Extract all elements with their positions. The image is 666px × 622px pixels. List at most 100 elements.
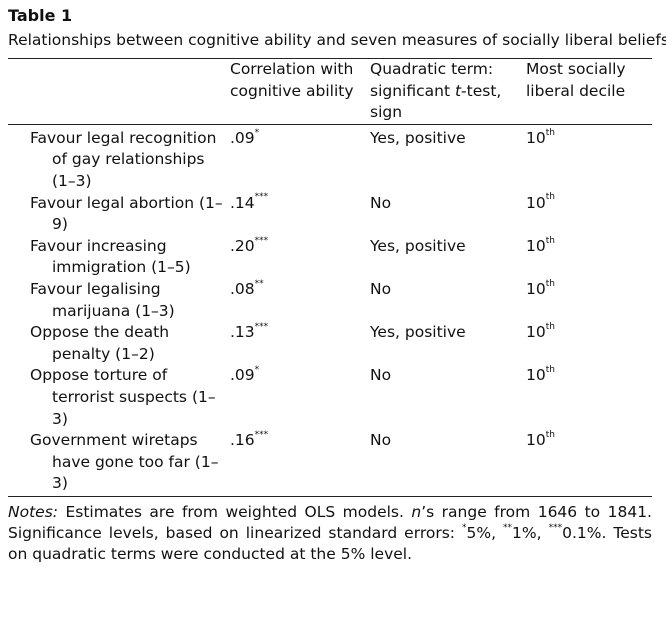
correlation-value: .14 — [230, 193, 255, 212]
header-quadratic: Quadratic term: significant t-test, sign — [370, 59, 526, 124]
header-decile: Most socially liberal decile — [526, 59, 652, 124]
notes-sig-2-text: 1%, — [512, 523, 549, 542]
decile-value: 10 — [526, 279, 546, 298]
correlation-value: .16 — [230, 431, 255, 450]
quadratic-value: No — [370, 366, 392, 385]
table-caption: Relationships between cognitive ability … — [8, 31, 666, 49]
correlation-value: .20 — [230, 236, 255, 255]
cell-quadratic: No — [370, 365, 526, 430]
cell-measure: Favour legal recognition of gay relation… — [8, 125, 230, 193]
header-quadratic-prefix: Quadratic term: significant — [370, 60, 494, 100]
decile-value: 10 — [526, 323, 546, 342]
decile-value: 10 — [526, 431, 546, 450]
header-decile-text: Most socially liberal decile — [526, 60, 626, 100]
cell-decile: 10th — [526, 279, 652, 322]
quadratic-value: Yes, positive — [370, 236, 466, 255]
significance-marker: *** — [254, 235, 269, 246]
measure-label: Favour increasing immigration (1–5) — [30, 236, 191, 277]
decile-suffix: th — [545, 321, 555, 332]
notes-text-1: Estimates are from weighted OLS models. — [58, 502, 412, 521]
cell-quadratic: Yes, positive — [370, 236, 526, 279]
cell-decile: 10th — [526, 125, 652, 193]
header-quadratic-suffix: -test, sign — [370, 81, 502, 122]
correlation-value: .08 — [230, 279, 255, 298]
notes-sig-1-text: 5%, — [466, 523, 504, 542]
cell-decile: 10th — [526, 236, 652, 279]
cell-correlation: .08** — [230, 279, 370, 322]
notes-n-italic: n — [411, 502, 422, 521]
table-figure: Table 1 Relationships between cognitive … — [8, 6, 666, 565]
cell-correlation: .09* — [230, 125, 370, 193]
quadratic-value: Yes, positive — [370, 128, 466, 147]
cell-decile: 10th — [526, 322, 652, 365]
notes-sig-2: ** — [503, 522, 513, 533]
header-quadratic-italic: t — [454, 81, 462, 100]
cell-measure: Oppose torture of terrorist suspects (1–… — [8, 365, 230, 430]
measure-label: Government wiretaps have gone too far (1… — [30, 431, 219, 493]
header-rule — [8, 123, 652, 125]
table-bottom-rule — [8, 495, 652, 497]
cell-measure: Oppose the death penalty (1–2) — [8, 322, 230, 365]
notes-sig-3: *** — [548, 522, 563, 533]
notes-text-2: ’s range from 1646 to 1841. Significance… — [8, 502, 652, 542]
decile-suffix: th — [545, 429, 555, 440]
decile-value: 10 — [526, 236, 546, 255]
measure-label: Favour legal abortion (1–9) — [30, 193, 223, 234]
decile-suffix: th — [545, 365, 555, 376]
cell-measure: Government wiretaps have gone too far (1… — [8, 430, 230, 496]
quadratic-value: No — [370, 431, 392, 450]
table-row: Government wiretaps have gone too far (1… — [8, 430, 652, 496]
cell-decile: 10th — [526, 365, 652, 430]
header-correlation: Correlation with cognitive ability — [230, 59, 370, 124]
cell-quadratic: No — [370, 193, 526, 236]
data-table-body: Favour legal recognition of gay relation… — [8, 125, 652, 496]
decile-suffix: th — [545, 127, 555, 138]
cell-correlation: .09* — [230, 365, 370, 430]
table-row: Favour legal recognition of gay relation… — [8, 125, 652, 193]
significance-marker: * — [254, 365, 260, 376]
cell-correlation: .20*** — [230, 236, 370, 279]
table-top-rule — [8, 58, 652, 59]
table-row: Oppose torture of terrorist suspects (1–… — [8, 365, 652, 430]
cell-correlation: .16*** — [230, 430, 370, 496]
table-notes: Notes: Estimates are from weighted OLS m… — [8, 502, 652, 565]
table-row: Favour increasing immigration (1–5) .20**… — [8, 236, 652, 279]
data-table: Correlation with cognitive ability Quadr… — [8, 59, 652, 124]
cell-measure: Favour legal abortion (1–9) — [8, 193, 230, 236]
decile-value: 10 — [526, 366, 546, 385]
correlation-value: .09 — [230, 366, 255, 385]
measure-label: Oppose torture of terrorist suspects (1–… — [30, 366, 216, 428]
cell-quadratic: Yes, positive — [370, 322, 526, 365]
measure-label: Oppose the death penalty (1–2) — [30, 323, 170, 363]
correlation-value: .09 — [230, 128, 255, 147]
notes-label: Notes: — [8, 502, 58, 521]
cell-quadratic: No — [370, 430, 526, 496]
correlation-value: .13 — [230, 323, 255, 342]
table-label: Table 1 — [8, 6, 73, 25]
significance-marker: ** — [254, 278, 264, 289]
decile-suffix: th — [545, 278, 555, 289]
header-measure — [8, 59, 230, 124]
significance-marker: *** — [254, 192, 269, 203]
significance-marker: *** — [254, 429, 269, 440]
header-correlation-text: Correlation with cognitive ability — [230, 60, 354, 100]
cell-decile: 10th — [526, 430, 652, 496]
quadratic-value: No — [370, 193, 392, 212]
cell-correlation: .14*** — [230, 193, 370, 236]
notes-sig-3-text: 0.1%. Tests on quadratic terms were cond… — [8, 523, 652, 563]
table-row: Favour legalising marijuana (1–3) .08** No… — [8, 279, 652, 322]
cell-decile: 10th — [526, 193, 652, 236]
decile-value: 10 — [526, 193, 546, 212]
cell-quadratic: Yes, positive — [370, 125, 526, 193]
table-row: Favour legal abortion (1–9) .14*** No 10th — [8, 193, 652, 236]
quadratic-value: No — [370, 279, 392, 298]
measure-label: Favour legal recognition of gay relation… — [30, 128, 217, 190]
cell-quadratic: No — [370, 279, 526, 322]
cell-measure: Favour increasing immigration (1–5) — [8, 236, 230, 279]
cell-measure: Favour legalising marijuana (1–3) — [8, 279, 230, 322]
measure-label: Favour legalising marijuana (1–3) — [30, 279, 175, 320]
table-row: Oppose the death penalty (1–2) .13*** Yes,… — [8, 322, 652, 365]
quadratic-value: Yes, positive — [370, 323, 466, 342]
header-row: Correlation with cognitive ability Quadr… — [8, 59, 652, 124]
decile-suffix: th — [545, 192, 555, 203]
